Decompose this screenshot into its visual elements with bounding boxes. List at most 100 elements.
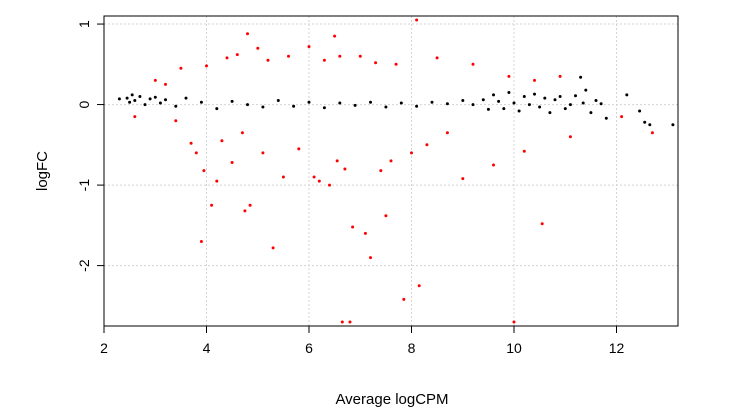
data-point [246,103,249,107]
data-point [164,98,167,102]
data-point [415,104,419,108]
data-point [174,119,178,123]
data-point [199,100,203,104]
significant-points [133,18,654,324]
data-point [348,320,352,324]
data-point [410,151,413,155]
data-point [353,103,357,107]
data-point [194,151,198,155]
data-point [558,74,562,78]
data-point [261,151,265,155]
data-point [553,98,557,102]
data-point [558,95,562,98]
y-tick-label: -1 [76,179,92,192]
data-point [235,53,239,57]
data-point [461,99,465,102]
data-point [333,34,337,38]
data-point [574,94,577,98]
data-point [471,62,475,66]
data-point [379,169,383,173]
data-point [133,115,137,119]
y-tick-label: -2 [76,259,92,272]
data-point [604,116,608,120]
data-point [335,159,339,163]
data-point [425,143,429,147]
data-point [184,96,188,100]
data-point [179,66,183,70]
x-tick-label: 12 [609,340,625,356]
data-point [215,107,219,111]
y-tick-label: 0 [76,100,92,108]
x-tick-label: 8 [408,340,416,356]
data-point [568,135,572,139]
data-point [581,101,585,105]
data-point [205,64,208,68]
data-point [548,111,552,115]
data-point [343,167,347,171]
data-point [256,46,260,50]
data-point [461,177,465,181]
data-point [512,320,516,324]
data-point [620,115,624,119]
data-point [471,103,475,107]
data-points [117,18,675,324]
x-axis-label: Average logCPM [335,391,448,408]
data-point [351,225,355,229]
x-tick-label: 10 [506,340,522,356]
data-point [287,54,290,58]
x-tick-label: 6 [305,340,313,356]
data-point [230,161,234,164]
data-point [671,123,675,127]
data-point [220,139,224,143]
data-point [292,104,296,108]
grid [103,16,678,326]
data-point [125,96,129,100]
data-point [389,159,393,163]
data-point [230,99,234,103]
data-point [340,320,344,324]
data-point [445,102,449,106]
data-point [307,100,311,104]
data-point [261,105,265,109]
data-point [492,93,495,97]
data-point [486,107,490,111]
data-point [648,123,652,127]
data-point [276,99,280,102]
data-point [369,256,372,260]
data-point [117,97,121,101]
data-point [143,103,147,107]
data-point [568,103,572,107]
data-point [158,101,162,105]
data-point [338,101,342,105]
data-point [527,103,531,107]
data-point [643,120,647,124]
data-point [481,98,485,102]
data-point [374,61,378,65]
data-point [164,82,167,86]
data-point [533,92,536,96]
data-point [533,78,536,82]
plot-frame [103,15,679,327]
y-axis-label: logFC [34,151,51,191]
data-point [189,141,193,145]
data-point [174,104,178,108]
data-point [210,203,214,207]
data-point [394,62,398,66]
data-point [248,203,252,207]
data-point [384,105,388,109]
data-point [317,179,321,183]
data-point [492,163,495,167]
data-point [502,107,506,111]
data-point [543,96,547,100]
data-point [584,88,588,92]
data-point [417,284,421,288]
y-axis: 1 0 -1 -2 [76,20,105,272]
data-point [497,99,501,103]
data-point [522,95,526,98]
nonsignificant-points [117,75,675,127]
data-point [240,131,244,135]
data-point [507,74,511,78]
data-point [589,111,593,115]
x-tick-label: 4 [203,340,211,356]
data-point [246,32,249,36]
